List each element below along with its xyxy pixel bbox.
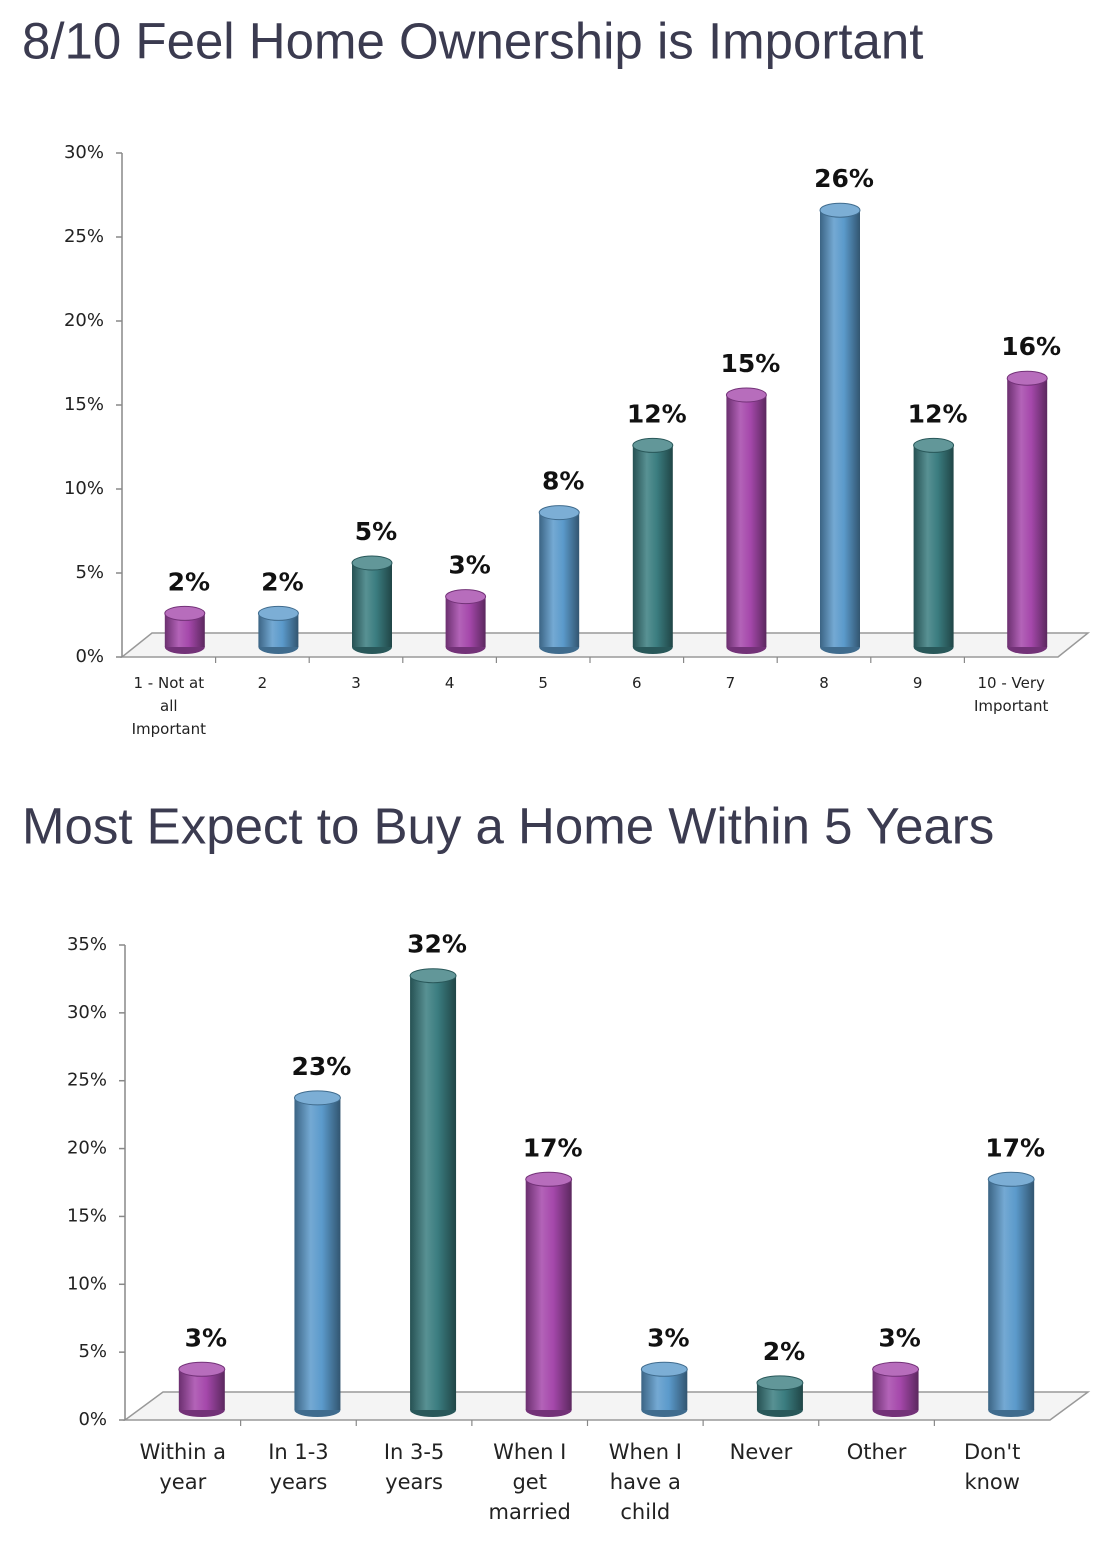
value-label: 5% [355, 517, 397, 546]
x-tick-label: Other [846, 1440, 907, 1464]
bar-top [525, 1171, 573, 1187]
y-tick-label: 5% [75, 562, 104, 583]
x-tick-label: When I get married [488, 1440, 571, 1524]
bar [525, 1179, 572, 1410]
value-label: 12% [908, 399, 968, 428]
value-label: 16% [1001, 332, 1061, 361]
value-label: 8% [542, 467, 584, 496]
chart-title: Most Expect to Buy a Home Within 5 Years [22, 797, 994, 854]
bar [352, 563, 392, 647]
x-tick-label: 4 [444, 674, 455, 692]
y-tick-label: 30% [67, 1002, 107, 1023]
y-tick-label: 10% [67, 1273, 107, 1294]
bar-top [257, 605, 299, 621]
bar [988, 1179, 1035, 1410]
x-tick-label: 9 [912, 674, 923, 692]
y-tick-label: 0% [75, 646, 104, 667]
bar-top [293, 1090, 341, 1106]
bar-top [178, 1361, 226, 1377]
x-tick-label: 5 [538, 674, 548, 692]
value-label: 32% [407, 930, 467, 959]
y-tick-label: 25% [67, 1070, 107, 1091]
y-tick-label: 0% [78, 1409, 107, 1430]
bar-top [1006, 370, 1048, 386]
bar [410, 975, 457, 1410]
value-label: 12% [627, 399, 687, 428]
bar-top [409, 968, 457, 984]
value-label: 23% [292, 1052, 352, 1081]
value-label: 2% [261, 567, 303, 596]
x-tick-label: 6 [632, 674, 642, 692]
y-tick-label: 20% [67, 1138, 107, 1159]
x-tick-label: 10 - Very Important [974, 674, 1049, 715]
x-tick-label: Never [729, 1440, 793, 1464]
y-tick-label: 30% [64, 142, 104, 163]
x-tick-label: Don't know [964, 1440, 1021, 1494]
value-label: 26% [814, 164, 874, 193]
x-tick-label: In 3-5 years [383, 1440, 445, 1494]
bar [820, 210, 860, 647]
x-tick-label: 8 [819, 674, 829, 692]
bar [294, 1097, 341, 1410]
y-tick-label: 5% [78, 1341, 107, 1362]
value-label: 17% [523, 1133, 583, 1162]
value-label: 3% [448, 551, 490, 580]
y-tick-label: 35% [67, 934, 107, 955]
bar-top [756, 1375, 804, 1391]
x-tick-label: 3 [351, 674, 361, 692]
bar-top [538, 505, 580, 521]
y-tick-label: 10% [64, 478, 104, 499]
bar-top [164, 605, 206, 621]
x-tick-label: In 1-3 years [268, 1440, 329, 1494]
bar [632, 445, 673, 647]
bar [539, 512, 580, 647]
bar-top [632, 437, 674, 453]
bar [913, 445, 954, 647]
bar-top [351, 555, 393, 571]
y-tick-label: 15% [67, 1205, 107, 1226]
bar-top [640, 1361, 688, 1377]
y-tick-label: 15% [64, 394, 104, 415]
bar-top [987, 1171, 1035, 1187]
value-label: 17% [985, 1133, 1045, 1162]
value-label: 3% [878, 1323, 920, 1352]
chart-title: 8/10 Feel Home Ownership is Important [22, 12, 923, 69]
value-label: 15% [720, 349, 780, 378]
x-tick-label: When I have a child [608, 1440, 682, 1524]
x-tick-label: 2 [257, 674, 268, 692]
bar-top [725, 387, 767, 403]
value-label: 2% [763, 1337, 805, 1366]
bar [1007, 378, 1048, 647]
x-tick-label: 1 - Not at all Important [131, 674, 206, 738]
value-label: 3% [647, 1323, 689, 1352]
bar [726, 395, 767, 647]
y-tick-label: 20% [64, 310, 104, 331]
bar-top [819, 202, 861, 218]
bar-top [445, 589, 487, 605]
x-tick-label: Within a year [139, 1440, 226, 1494]
floor [122, 1391, 1091, 1421]
x-tick-label: 7 [725, 674, 736, 692]
bar-top [872, 1361, 920, 1377]
y-tick-label: 25% [64, 226, 104, 247]
bar [445, 596, 486, 647]
bar-top [913, 437, 955, 453]
value-label: 2% [168, 567, 210, 596]
value-label: 3% [185, 1323, 227, 1352]
